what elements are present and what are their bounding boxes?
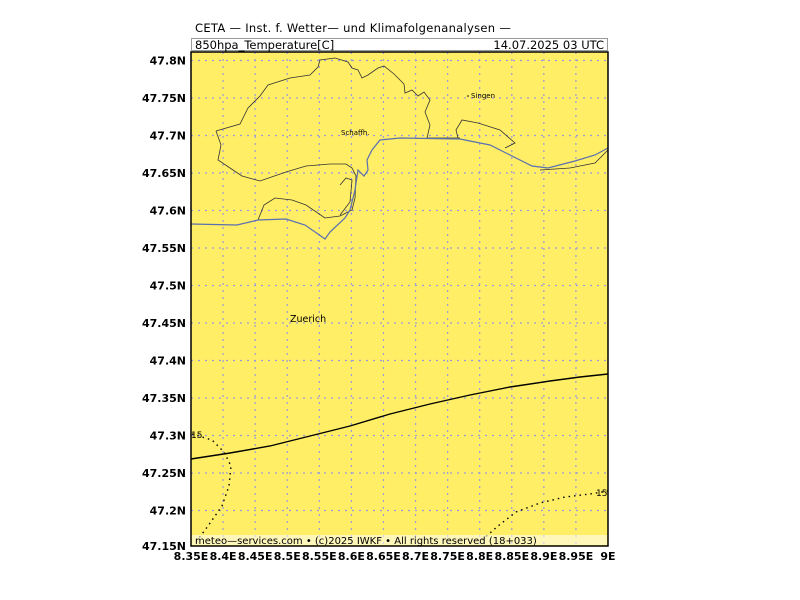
longitude-tick-label: 8.55E (302, 550, 337, 563)
variable-label: 850hpa_Temperature[C] (195, 38, 335, 52)
city-label-zuerich: Zuerich (290, 314, 326, 325)
contour-label: 15 (191, 431, 202, 441)
longitude-tick-label: 8.5E (274, 550, 301, 563)
footer-strip (192, 535, 607, 545)
datetime-label: 14.07.2025 03 UTC (493, 38, 604, 52)
longitude-tick-label: 8.8E (466, 550, 493, 563)
isotherm-solid (190, 373, 609, 460)
longitude-tick-label: 8.35E (174, 550, 209, 563)
latitude-tick-label: 47.3N (150, 430, 186, 443)
border-outline (215, 57, 460, 139)
longitude-tick-label: 8.65E (366, 550, 401, 563)
latitude-tick-label: 47.45N (142, 317, 186, 330)
border-outline (339, 177, 353, 216)
latitude-tick-label: 47.35N (142, 392, 186, 405)
latitude-tick-label: 47.75N (142, 92, 186, 105)
latitude-tick-label: 47.65N (142, 167, 186, 180)
chart-title: CETA — Inst. f. Wetter— und Klimafolgena… (195, 21, 512, 35)
map-area (191, 52, 608, 546)
border-outline (215, 130, 357, 221)
copyright-text: meteo—services.com • (c)2025 IWKF • All … (195, 536, 537, 547)
longitude-tick-label: 9E (600, 550, 615, 563)
longitude-axis: 8.35E 8.4E 8.45E 8.5E 8.55E 8.6E 8.65E 8.7E 8.75… (174, 550, 616, 563)
graticule (191, 52, 608, 546)
latitude-tick-label: 47.4N (150, 355, 186, 368)
longitude-tick-label: 8.4E (210, 550, 237, 563)
latitude-tick-label: 47.25N (142, 467, 186, 480)
latitude-tick-label: 47.8N (150, 55, 186, 68)
city-label-singen: Singen (471, 92, 495, 100)
longitude-tick-label: 8.7E (402, 550, 429, 563)
city-label-schaffhausen: Schaffh. (341, 129, 370, 137)
latitude-tick-label: 47.2N (150, 505, 186, 518)
border-outline (455, 119, 516, 149)
latitude-axis: 47.8N 47.75N 47.7N 47.65N 47.6N 47.55N 47.5N 47… (142, 55, 186, 554)
latitude-tick-label: 47.55N (142, 242, 186, 255)
contour-label: 15 (596, 489, 607, 499)
longitude-tick-label: 8.45E (238, 550, 273, 563)
longitude-tick-label: 8.75E (430, 550, 465, 563)
city-dot (467, 95, 469, 97)
longitude-tick-label: 8.95E (559, 550, 594, 563)
latitude-tick-label: 47.7N (150, 130, 186, 143)
subtitle-bar: 850hpa_Temperature[C] 14.07.2025 03 UTC (191, 38, 608, 52)
latitude-tick-label: 47.5N (150, 280, 186, 293)
rhine-river (190, 137, 609, 240)
longitude-tick-label: 8.6E (338, 550, 365, 563)
latitude-tick-label: 47.6N (150, 205, 186, 218)
border-outline (539, 149, 609, 171)
longitude-tick-label: 8.9E (530, 550, 557, 563)
latitude-tick-label: 47.15N (142, 540, 186, 553)
map-frame (190, 51, 609, 547)
longitude-tick-label: 8.85E (494, 550, 529, 563)
